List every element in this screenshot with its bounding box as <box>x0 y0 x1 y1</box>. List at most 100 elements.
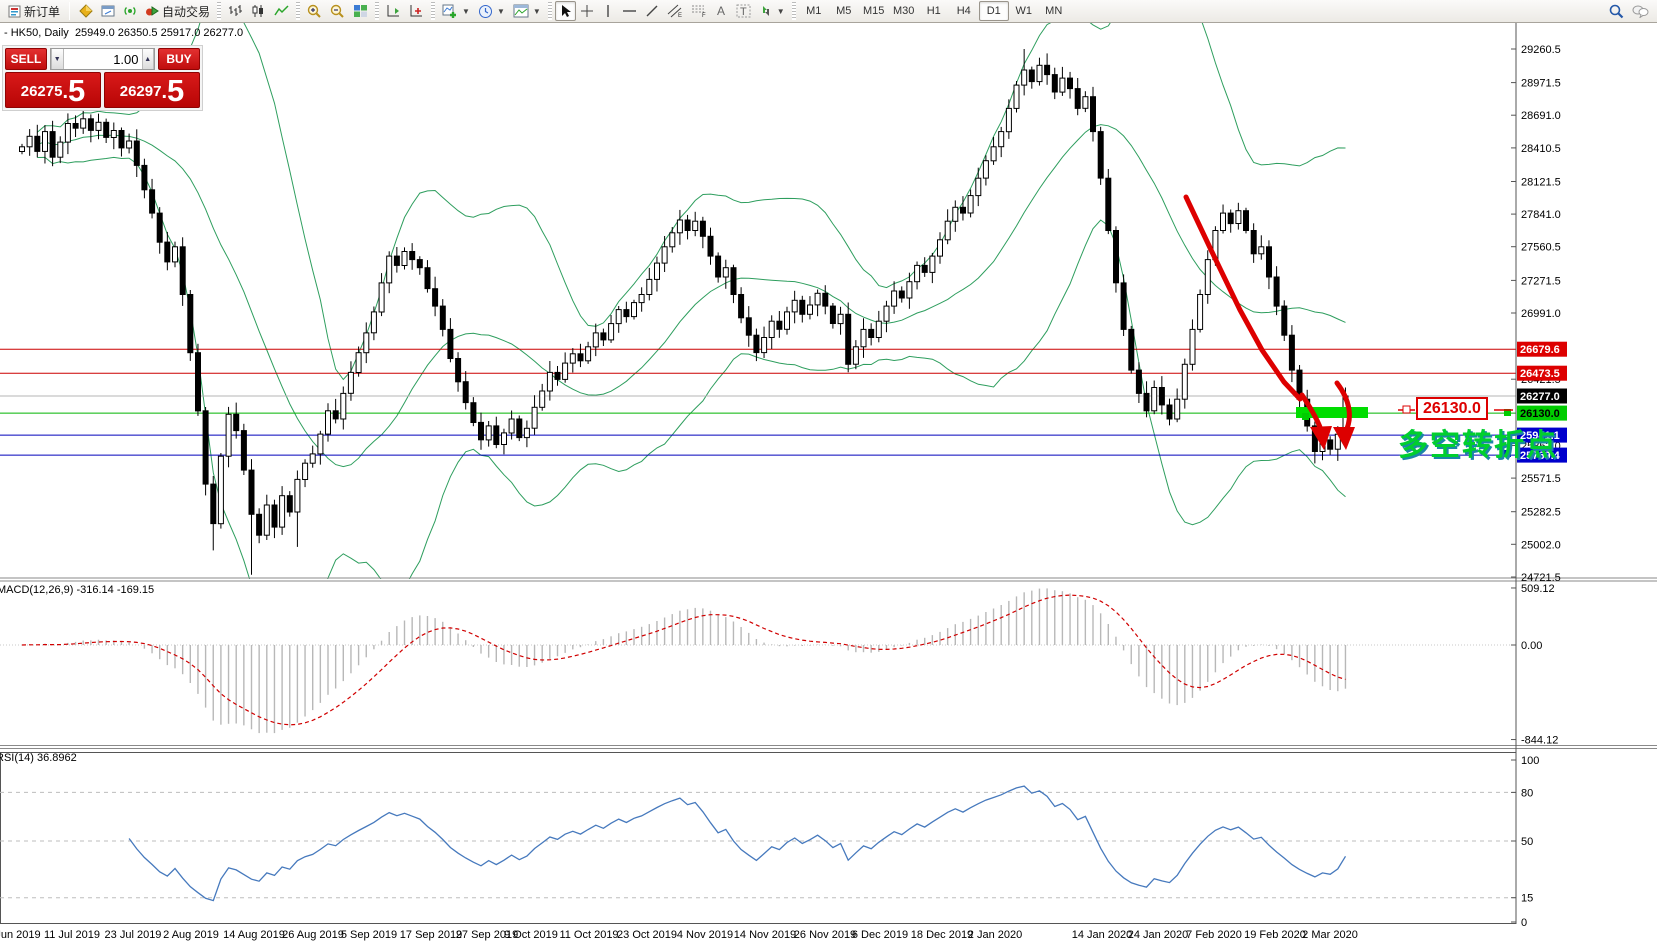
timeframe-mn-button[interactable]: MN <box>1045 5 1063 17</box>
template-button[interactable]: ▼ <box>509 1 545 21</box>
new-chart-button[interactable]: ▼ <box>438 1 474 21</box>
signals-button[interactable] <box>119 1 141 21</box>
add-indicator-icon <box>410 5 423 17</box>
volume-stepper: ▼ ▲ <box>50 48 155 70</box>
tile-windows-icon <box>354 5 368 17</box>
timeframe-d1-button[interactable]: D1 <box>978 1 1009 21</box>
svg-text:27 Sep 2019: 27 Sep 2019 <box>456 929 518 941</box>
macd-indicator-label: MACD(12,26,9) -316.14 -169.15 <box>0 584 155 596</box>
auto-trading-icon <box>146 6 159 16</box>
volume-input[interactable] <box>63 49 142 69</box>
dropdown-caret-icon: ▼ <box>496 6 505 16</box>
svg-text:0.00: 0.00 <box>1521 640 1542 652</box>
svg-text:25002.0: 25002.0 <box>1521 539 1561 551</box>
timeframe-m1-button[interactable]: M1 <box>806 5 822 17</box>
svg-text:T: T <box>740 6 747 18</box>
market-watch-button[interactable] <box>75 1 97 21</box>
trendline-icon <box>646 5 658 17</box>
candlestick-icon <box>252 5 264 17</box>
buy-price-dot: . <box>161 81 168 103</box>
svg-text:28121.5: 28121.5 <box>1521 177 1561 189</box>
line-chart-icon <box>274 5 289 16</box>
svg-text:25571.5: 25571.5 <box>1521 473 1561 485</box>
volume-increase-button[interactable]: ▲ <box>141 49 154 69</box>
arrows-icon <box>762 6 769 16</box>
svg-text:100: 100 <box>1521 755 1539 767</box>
chat-button[interactable] <box>1628 1 1653 21</box>
horizontal-lines[interactable] <box>0 348 1516 456</box>
auto-trading-button[interactable]: 自动交易 <box>141 1 214 21</box>
candles <box>19 49 1349 575</box>
zoom-out-button[interactable] <box>326 1 349 21</box>
text-tool-button[interactable]: A <box>711 1 732 21</box>
vertical-line-tool-button[interactable] <box>598 1 618 21</box>
add-indicator-button[interactable] <box>405 1 428 21</box>
svg-text:27271.5: 27271.5 <box>1521 275 1561 287</box>
sell-price-int: 26275 <box>20 83 63 100</box>
timeframe-m5-button[interactable]: M5 <box>836 5 852 17</box>
annotation-layer[interactable] <box>1183 194 1513 457</box>
dropdown-caret-icon: ▼ <box>532 6 541 16</box>
crosshair-icon <box>580 5 593 17</box>
toolbar-grip <box>217 2 222 20</box>
svg-text:0: 0 <box>1521 917 1527 929</box>
svg-text:28691.0: 28691.0 <box>1521 110 1561 122</box>
bar-chart-mode-button[interactable] <box>224 1 247 21</box>
indicators-button[interactable] <box>382 1 405 21</box>
panel-separators[interactable] <box>0 577 1657 749</box>
price-callout-26130[interactable]: 26130.0 <box>1416 397 1488 420</box>
fibonacci-tool-button[interactable]: F <box>687 1 711 21</box>
label-tool-button[interactable]: T <box>732 1 755 21</box>
new-order-button[interactable]: 新订单 <box>4 1 64 21</box>
svg-text:80: 80 <box>1521 787 1533 799</box>
rsi-indicator-label: RSI(14) 36.8962 <box>0 752 77 764</box>
line-chart-mode-button[interactable] <box>270 1 293 21</box>
svg-text:28410.5: 28410.5 <box>1521 143 1561 155</box>
chat-icon <box>1632 5 1649 18</box>
tile-windows-button[interactable] <box>349 1 372 21</box>
new-order-label: 新订单 <box>24 4 61 19</box>
sell-price[interactable]: 26275. 5 <box>5 72 101 108</box>
cursor-tool-button[interactable] <box>554 1 576 21</box>
sell-price-big-digit: 5 <box>68 73 86 108</box>
svg-text:50: 50 <box>1521 836 1533 848</box>
horizontal-line-tool-button[interactable] <box>618 1 641 21</box>
timeframe-w1-button[interactable]: W1 <box>1015 5 1032 17</box>
candlestick-mode-button[interactable] <box>247 1 270 21</box>
period-button[interactable]: ▼ <box>474 1 509 21</box>
new-chart-icon <box>442 4 457 18</box>
timeframe-m15-button[interactable]: M15 <box>863 5 885 17</box>
svg-text:25282.5: 25282.5 <box>1521 507 1561 519</box>
svg-text:2 Aug 2019: 2 Aug 2019 <box>163 929 219 941</box>
volume-decrease-button[interactable]: ▼ <box>51 49 64 69</box>
timeframe-m30-button[interactable]: M30 <box>893 5 915 17</box>
timeframe-h4-button[interactable]: H4 <box>956 5 971 17</box>
svg-text:Jun 2019: Jun 2019 <box>0 929 41 941</box>
one-click-trading-panel: SELL ▼ ▲ BUY 26275.5 26297.5 <box>2 45 203 111</box>
indicators-icon <box>387 5 400 17</box>
timeframe-bar: M1 M5 M15 M30 H1 H4 D1 W1 MN <box>799 1 1069 21</box>
data-window-icon <box>101 5 115 17</box>
buy-price[interactable]: 26297. 5 <box>104 72 200 108</box>
timeframe-h1-button[interactable]: H1 <box>926 5 941 17</box>
arrows-tool-button[interactable]: ▼ <box>755 1 789 21</box>
toolbar-grip <box>296 2 301 20</box>
search-button[interactable] <box>1605 1 1628 21</box>
svg-text:2 Jan 2020: 2 Jan 2020 <box>968 929 1022 941</box>
buy-button[interactable]: BUY <box>158 48 200 70</box>
channel-tool-button[interactable]: E <box>663 1 687 21</box>
svg-text:14 Jan 2020: 14 Jan 2020 <box>1072 929 1133 941</box>
zoom-in-button[interactable] <box>303 1 326 21</box>
template-icon <box>513 4 529 18</box>
buy-price-int: 26297 <box>119 83 162 100</box>
crosshair-tool-button[interactable] <box>576 1 598 21</box>
sell-button[interactable]: SELL <box>5 48 47 70</box>
turning-point-annotation[interactable]: 多空转折点 <box>1398 429 1558 462</box>
svg-text:24721.5: 24721.5 <box>1521 572 1561 584</box>
trendline-tool-button[interactable] <box>641 1 663 21</box>
price-axis[interactable]: 29260.5 28971.5 28691.0 28410.5 28121.5 27841… <box>1511 23 1567 929</box>
data-window-button[interactable] <box>97 1 119 21</box>
